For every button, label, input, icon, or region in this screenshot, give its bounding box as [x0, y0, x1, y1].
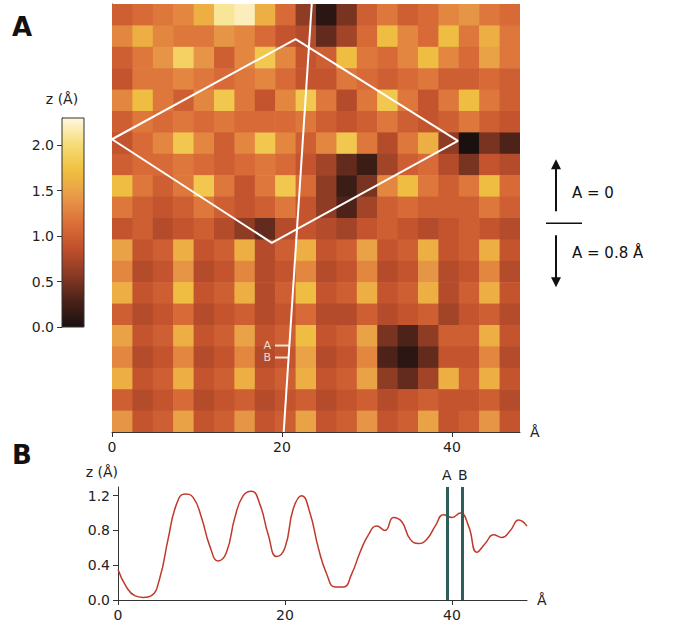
- svg-text:40: 40: [443, 439, 461, 455]
- svg-text:A = 0: A = 0: [572, 184, 614, 202]
- svg-text:0: 0: [108, 439, 117, 455]
- svg-text:0.8: 0.8: [88, 522, 110, 538]
- svg-text:B: B: [458, 467, 468, 483]
- svg-text:B: B: [12, 440, 32, 470]
- svg-text:0.4: 0.4: [88, 557, 110, 573]
- svg-text:0.0: 0.0: [88, 592, 110, 608]
- svg-text:40: 40: [443, 607, 461, 623]
- svg-text:B: B: [263, 351, 271, 364]
- svg-text:A: A: [12, 12, 32, 42]
- svg-text:z (Å): z (Å): [46, 91, 78, 107]
- svg-text:Å: Å: [530, 424, 540, 440]
- svg-text:1.2: 1.2: [88, 488, 110, 504]
- svg-text:A = 0.8 Å: A = 0.8 Å: [572, 243, 644, 262]
- svg-text:A: A: [263, 339, 271, 352]
- svg-text:1.0: 1.0: [32, 228, 54, 244]
- svg-text:A: A: [442, 467, 452, 483]
- svg-text:Å: Å: [537, 592, 547, 608]
- svg-text:20: 20: [273, 439, 291, 455]
- svg-text:0: 0: [114, 607, 123, 623]
- svg-text:1.5: 1.5: [32, 183, 54, 199]
- svg-text:0.5: 0.5: [32, 274, 54, 290]
- svg-text:20: 20: [276, 607, 294, 623]
- svg-text:z (Å): z (Å): [86, 464, 118, 480]
- svg-text:2.0: 2.0: [32, 137, 54, 153]
- svg-text:0.0: 0.0: [32, 319, 54, 335]
